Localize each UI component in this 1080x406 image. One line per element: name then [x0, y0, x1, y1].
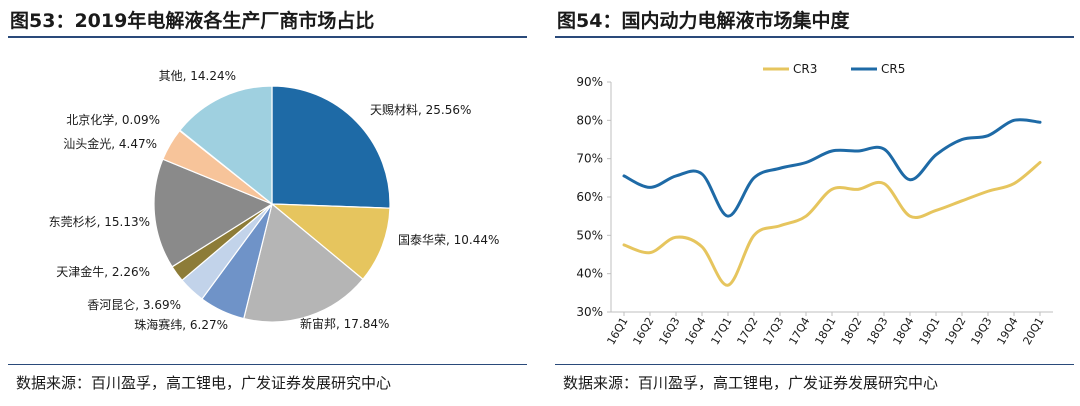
y-tick-label: 90%	[576, 75, 603, 89]
right-panel: 图54：国内动力电解液市场集中度 30% 40% 50% 60% 70% 80% 90% 16…	[547, 0, 1080, 406]
pie-slice-10	[179, 85, 273, 206]
pie-chart: 天赐材料, 25.56% 国泰华荣, 10.44% 新宙邦, 17.84% 珠海赛纬,…	[49, 69, 500, 332]
pie-label-8: 汕头金光, 4.47%	[63, 136, 157, 151]
x-tick-label: 18Q4	[891, 315, 917, 347]
series-line-cr5	[622, 118, 1042, 218]
pie-label-9: 北京化学, 0.09%	[66, 112, 160, 127]
x-tick-label: 18Q1	[813, 315, 839, 347]
x-tick-label: 19Q1	[917, 315, 943, 347]
y-tick-label: 80%	[576, 113, 603, 127]
source-rule	[555, 364, 1074, 365]
x-tick-label: 19Q2	[943, 315, 969, 347]
pie-label-6: 天津金牛, 2.26%	[56, 264, 150, 279]
pie-chart-title: 图53：2019年电解液各生产厂商市场占比	[10, 10, 375, 32]
y-tick-label: 50%	[576, 228, 603, 242]
title-rule	[8, 36, 527, 38]
x-tick-label: 16Q4	[683, 315, 709, 347]
x-tick-label: 19Q3	[969, 315, 995, 347]
x-tick-label: 17Q4	[787, 315, 813, 347]
x-tick-label: 16Q2	[631, 315, 657, 347]
x-tick-label: 20Q1	[1021, 315, 1047, 347]
pie-slice-2	[270, 203, 391, 281]
title-rule	[555, 36, 1074, 38]
pie-label-5: 香河昆仑, 3.69%	[87, 298, 181, 312]
pie-slice-1	[271, 85, 391, 209]
x-tick-label: 17Q2	[735, 315, 761, 347]
pie-label-4: 珠海赛纬, 6.27%	[134, 317, 228, 332]
pie-label-1: 天赐材料, 25.56%	[370, 103, 471, 117]
x-tick-label: 18Q2	[839, 315, 865, 347]
pie-slice-7	[153, 158, 274, 268]
series-line-cr3	[622, 161, 1042, 287]
pie-chart-source: 数据来源：百川盈孚，高工锂电，广发证券发展研究中心	[16, 374, 392, 392]
left-panel: 图53：2019年电解液各生产厂商市场占比 天赐材料, 25.56% 国泰华荣, …	[0, 0, 533, 406]
line-chart: 30%40%50%60%70%80%90%16Q1 16Q2 16Q3 16Q4 17Q…	[576, 62, 1053, 347]
y-tick-label: 60%	[576, 190, 603, 204]
pie-label-2: 国泰华荣, 10.44%	[398, 233, 499, 247]
pie-label-3: 新宙邦, 17.84%	[300, 316, 389, 331]
line-chart-title: 图54：国内动力电解液市场集中度	[557, 10, 850, 32]
y-tick-label: 30%	[576, 305, 603, 319]
x-tick-label: 17Q3	[761, 315, 787, 347]
x-tick-label: 16Q1	[605, 315, 631, 347]
x-tick-label: 19Q4	[995, 315, 1021, 347]
source-rule	[8, 364, 527, 365]
x-tick-label: 17Q1	[709, 315, 735, 347]
pie-label-10: 其他, 14.24%	[159, 69, 236, 83]
pie-label-7: 东莞杉杉, 15.13%	[49, 215, 150, 229]
pie-slice-3	[243, 202, 364, 323]
y-tick-label: 40%	[576, 267, 603, 281]
legend-label-cr3: CR3	[793, 62, 817, 76]
x-tick-label: 18Q3	[865, 315, 891, 347]
x-tick-label: 16Q3	[657, 315, 683, 347]
legend-label-cr5: CR5	[881, 62, 905, 76]
y-tick-label: 70%	[576, 152, 603, 166]
line-chart-source: 数据来源：百川盈孚，高工锂电，广发证券发展研究中心	[563, 374, 939, 392]
